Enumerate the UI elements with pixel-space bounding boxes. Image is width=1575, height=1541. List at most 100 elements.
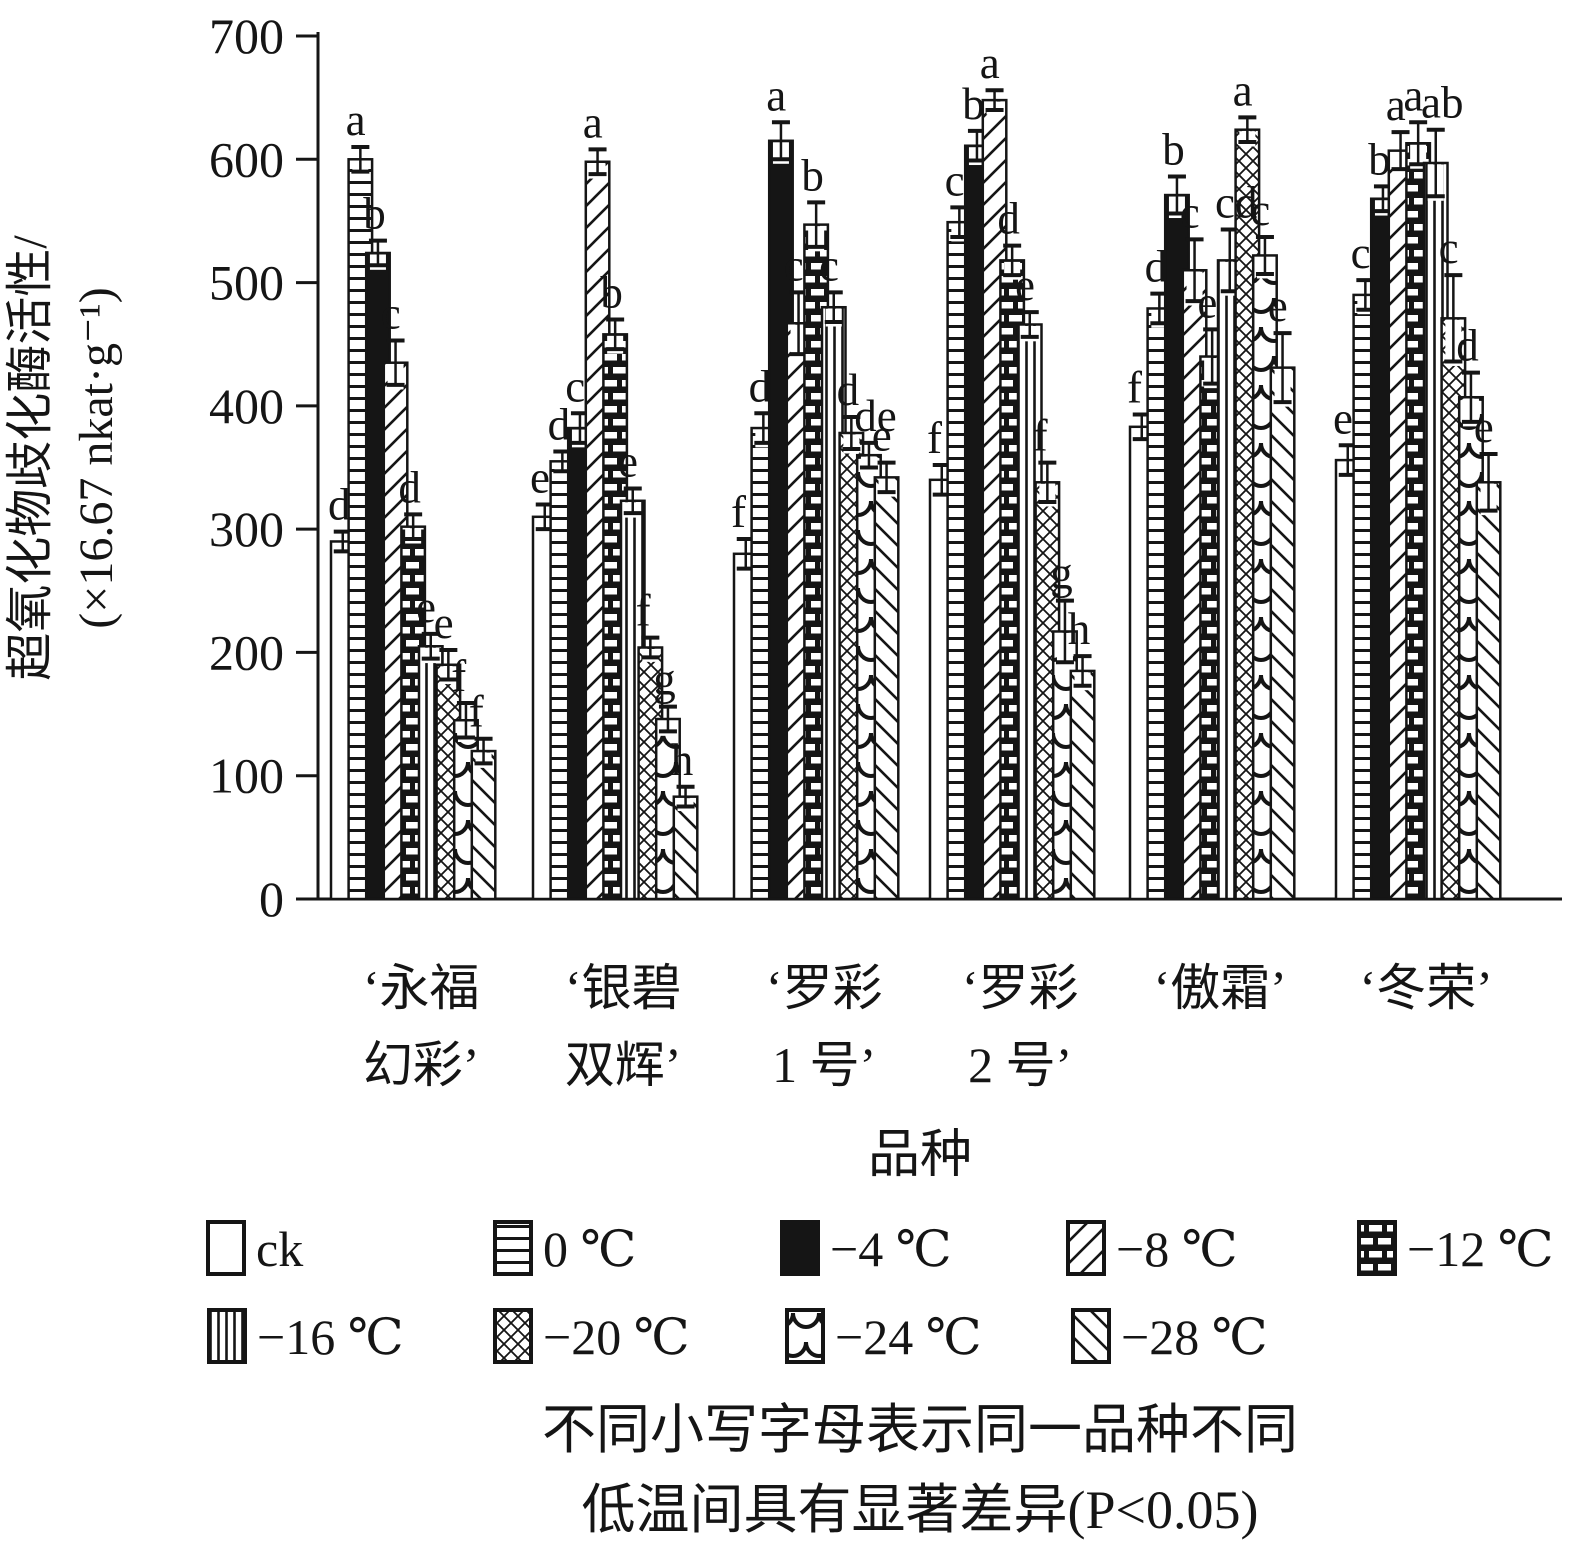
error-bar [456,700,475,740]
sig-letter: c [784,240,804,290]
sig-letter: c [381,289,401,339]
sig-letter: d [997,194,1020,244]
y-tick-label: 500 [209,255,284,311]
sig-letter: c [1250,185,1270,235]
legend-item-−28 ℃: −28 ℃ [1071,1308,1268,1365]
error-bar [641,635,660,660]
category-label-银碧双辉: 双辉’ [565,1037,682,1093]
sig-letter: b [1368,134,1391,184]
y-tick-label: 100 [209,748,284,804]
legend-item-ck: ck [206,1220,303,1277]
sig-letter: c [819,240,839,290]
sig-letter: d [749,361,772,411]
sig-letter: a [1386,80,1406,130]
sig-letter: d [1145,242,1168,292]
sig-letter: a [1403,70,1423,120]
sig-letter: f [451,651,466,701]
legend-swatch-scales [785,1308,825,1364]
y-tick-label: 300 [209,501,284,557]
sig-letter: de [854,391,896,441]
legend-item-−24 ℃: −24 ℃ [785,1308,982,1365]
legend-label: −12 ℃ [1407,1221,1554,1277]
error-bar [368,238,387,268]
footnote-line1: 不同小写字母表示同一品种不同 [542,1400,1298,1460]
error-bar [404,512,423,542]
error-bar [676,784,695,809]
x-axis-title: 品种 [868,1127,972,1184]
sig-letter: d [548,399,571,449]
sig-letter: e [1333,393,1353,443]
sig-letter: c [1180,187,1200,237]
legend-swatch-vlines [207,1308,247,1364]
error-bar [859,440,878,470]
sig-letter: a [980,38,1000,88]
legend-swatch-crosshatch [493,1308,533,1364]
category-label-银碧双辉: ‘银碧 [565,960,682,1016]
legend-item-−12 ℃: −12 ℃ [1357,1220,1554,1277]
legend-label: 0 ℃ [543,1221,636,1277]
legend-label: −24 ℃ [835,1309,982,1365]
error-bar [1038,460,1057,505]
error-bar [421,631,440,661]
sig-letter: f [469,687,484,737]
sig-letter: e [618,436,638,486]
category-label-罗彩1号: ‘罗彩 [766,960,883,1016]
sig-letter: e [530,452,550,502]
category-label-冬荣: ‘冬荣’ [1359,960,1492,1016]
category-label-罗彩2号: ‘罗彩 [962,960,1079,1016]
error-bar [1055,598,1074,665]
sig-letter: b [600,268,623,318]
bar-−28 ℃-傲霜 [1269,366,1296,901]
sig-letter: e [434,598,454,648]
error-bar [623,486,642,516]
sig-letter: g [1050,549,1073,599]
error-bar [386,338,405,387]
legend-label: −28 ℃ [1121,1309,1268,1365]
y-tick-label: 600 [209,131,284,187]
sig-letter: cd [1215,178,1257,228]
sig-letter: a [766,70,786,120]
error-bar [658,704,677,734]
sig-letter: e [872,411,892,461]
error-bar [771,120,790,162]
legend-item-0 ℃: 0 ℃ [493,1220,636,1277]
sig-letter: d [398,462,421,512]
legend-label: −20 ℃ [543,1309,690,1365]
category-label-罗彩2号: 2 号’ [968,1037,1072,1093]
error-bar [1185,237,1204,304]
error-bar [1020,310,1039,339]
sig-letter: b [962,79,985,129]
sig-letter: f [731,487,746,537]
error-bar [1003,243,1022,278]
sig-letter: d [328,480,351,530]
legend-label: −8 ℃ [1116,1221,1238,1277]
error-bar [588,147,607,177]
legend-item-−4 ℃: −4 ℃ [780,1220,952,1277]
legend-label: −16 ℃ [257,1309,404,1365]
error-bar [1444,273,1463,364]
bar-−28 ℃-罗彩2号 [1069,669,1096,901]
sig-letter: e [1197,277,1217,327]
sig-letter: f [927,413,942,463]
error-bar [1479,451,1498,513]
error-bar [824,290,843,325]
sig-letter: b [1162,125,1185,175]
legend-swatch-dash_black [1357,1220,1397,1276]
error-bar [1073,654,1092,688]
error-bar [877,460,896,495]
error-bar [1255,234,1274,276]
sig-letter: f [1033,411,1048,461]
error-bar [1426,127,1445,199]
sig-letter: c [945,155,965,205]
category-label-永福幻彩: 幻彩’ [363,1037,480,1093]
error-bar [1238,115,1257,145]
sig-letter: b [801,150,824,200]
sig-letter: a [583,97,603,147]
y-tick-label: 700 [209,8,284,64]
category-label-永福幻彩: ‘永福 [363,960,480,1016]
bar-−28 ℃-永福幻彩 [470,749,497,901]
error-bar [606,317,625,352]
sig-letter: f [1127,362,1142,412]
